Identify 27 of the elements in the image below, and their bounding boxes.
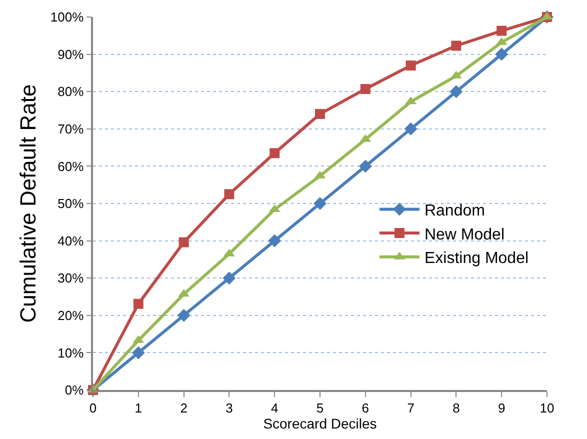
x-tick-label: 7 <box>407 400 414 416</box>
y-tick-label: 50% <box>58 196 84 212</box>
y-tick-label: 20% <box>58 308 84 323</box>
y-tick-label: 0% <box>64 382 84 398</box>
x-tick-label: 10 <box>540 400 554 416</box>
x-tick-label: 2 <box>180 400 188 416</box>
legend-label: Existing Model <box>424 250 529 268</box>
x-axis-title: Scorecard Deciles <box>263 415 377 432</box>
x-tick-label: 9 <box>498 400 506 416</box>
x-tick-label: 3 <box>226 400 233 416</box>
x-tick-label: 1 <box>134 400 142 416</box>
legend-label: New Model <box>424 226 505 244</box>
y-tick-label: 70% <box>58 121 84 136</box>
y-axis-title: Cumulative Default Rate <box>16 84 41 323</box>
x-tick-label: 6 <box>362 400 370 416</box>
y-tick-label: 40% <box>58 233 84 248</box>
y-tick-label: 80% <box>58 84 84 100</box>
y-tick-label: 10% <box>58 345 84 360</box>
y-tick-label: 60% <box>58 158 84 174</box>
x-tick-label: 5 <box>316 400 324 416</box>
x-tick-label: 4 <box>270 400 278 416</box>
y-tick-label: 100% <box>50 10 84 25</box>
legend-label: Random <box>424 202 485 220</box>
y-tick-label: 90% <box>58 46 84 62</box>
y-tick-label: 30% <box>58 270 84 286</box>
x-tick-label: 0 <box>89 400 97 416</box>
x-tick-label: 8 <box>452 400 460 416</box>
